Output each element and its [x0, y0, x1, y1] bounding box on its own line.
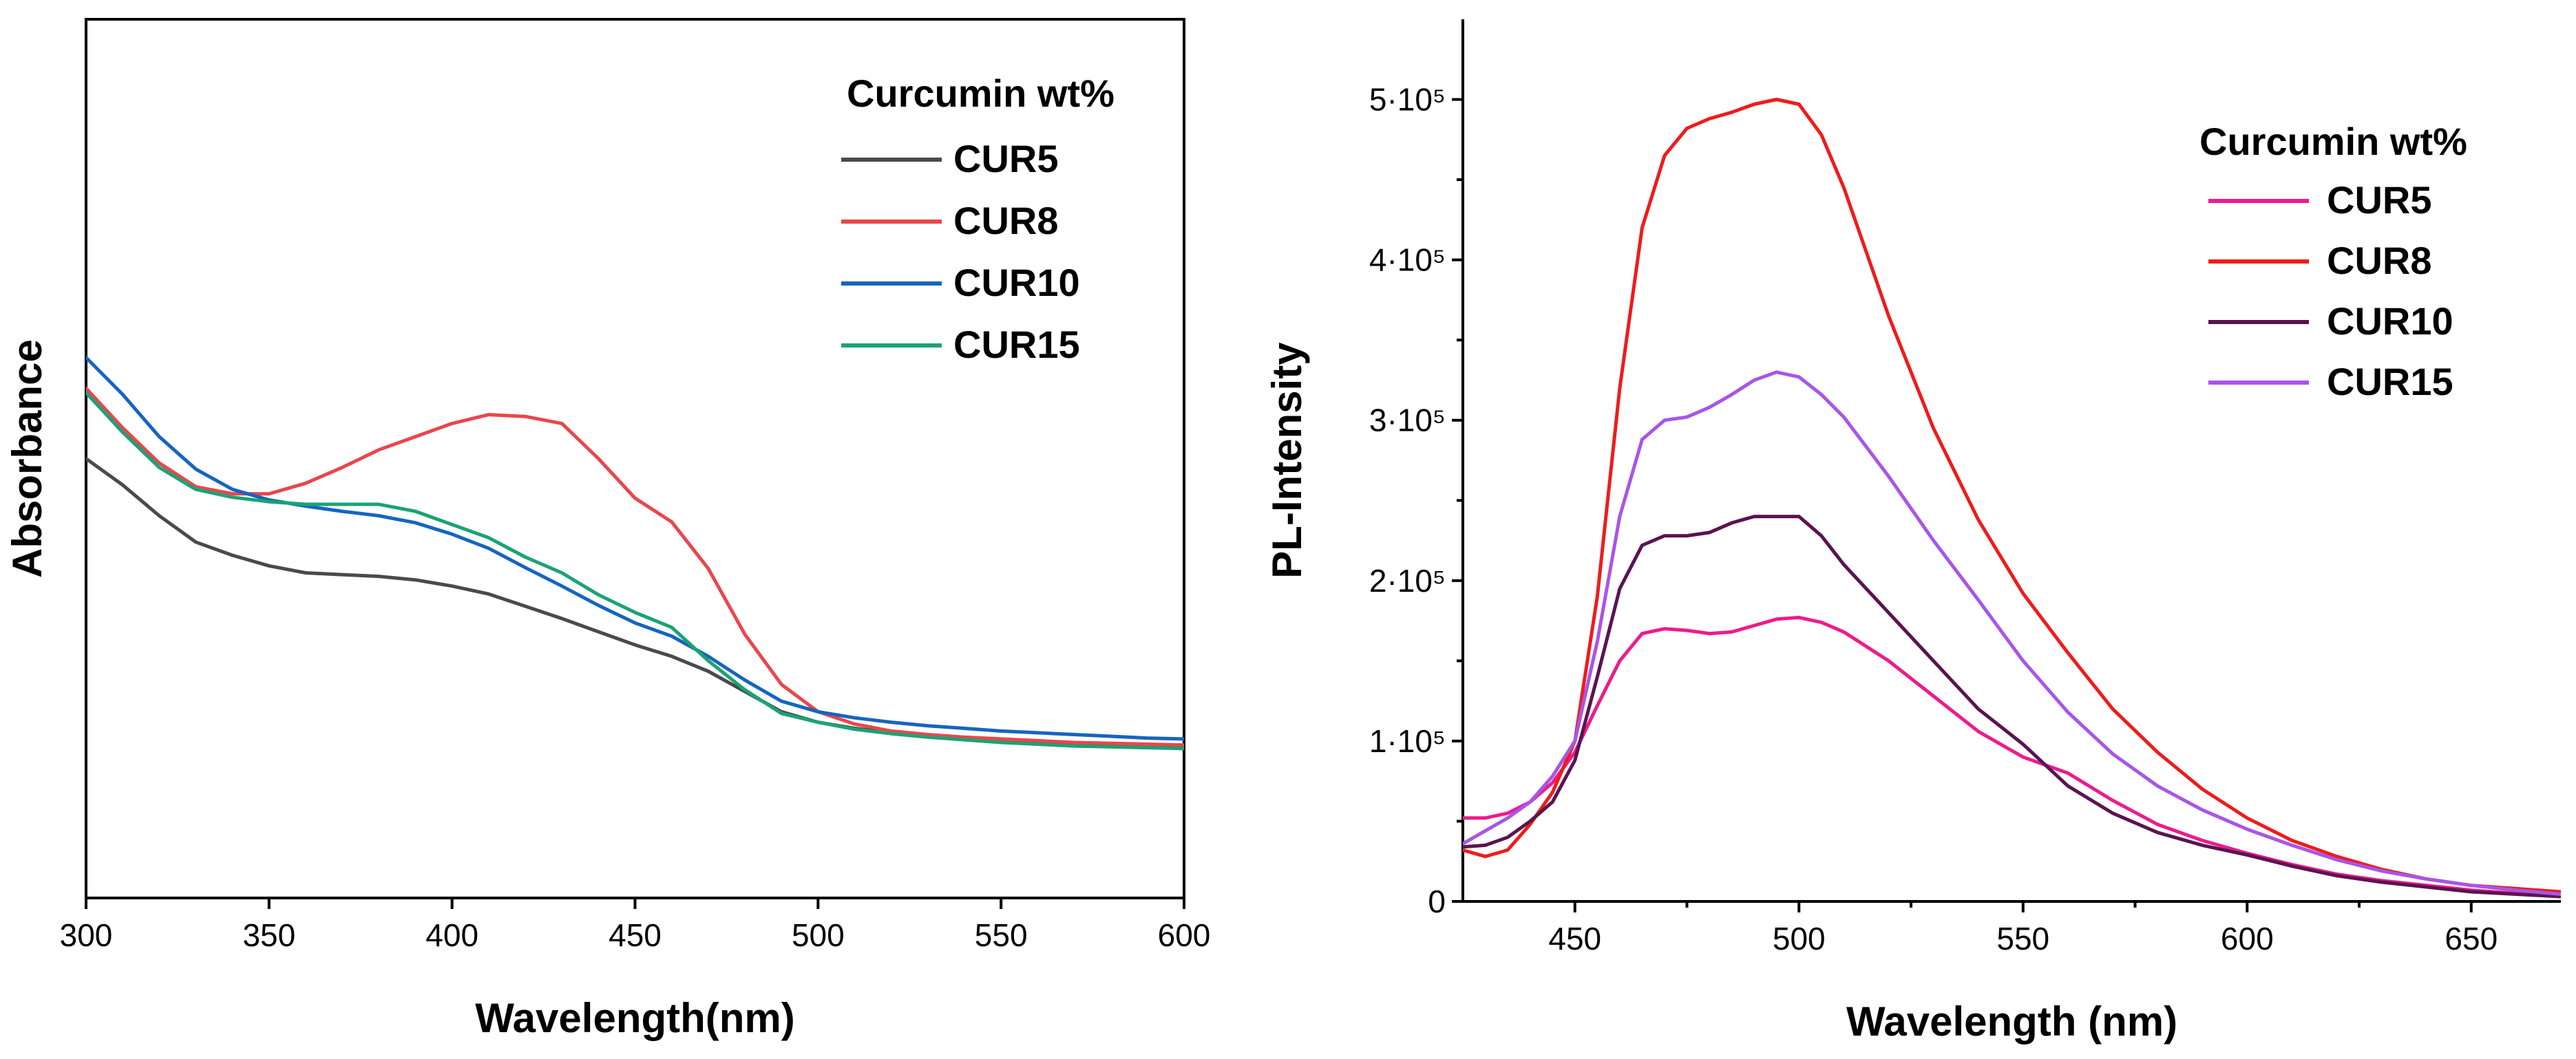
legend-label-cur10: CUR10 — [953, 261, 1080, 304]
legend-label-cur15: CUR15 — [2327, 360, 2453, 403]
series-line-cur5 — [86, 457, 1184, 750]
x-tick-label: 550 — [1996, 921, 2049, 956]
legend-label-cur8: CUR8 — [2327, 239, 2431, 282]
x-tick-label: 550 — [975, 917, 1028, 953]
y-tick-label: 3·10⁵ — [1369, 403, 1446, 438]
y-tick-label: 0 — [1428, 884, 1446, 919]
pl-intensity-chart: 450 500 550 600 650 0 1·10⁵ 2·10⁵ 3·10⁵ 4·10⁵ 5·10… — [1264, 19, 2561, 1045]
x-tick-label: 500 — [792, 917, 845, 953]
series-line-cur8 — [1463, 98, 2561, 894]
x-tick-label: 300 — [60, 917, 113, 953]
series-line-cur10 — [86, 356, 1184, 741]
legend-label-cur10: CUR10 — [2327, 299, 2453, 343]
x-axis-title: Wavelength(nm) — [475, 995, 794, 1041]
legend-label-cur8: CUR8 — [953, 199, 1058, 242]
x-tick-label: 650 — [2445, 921, 2498, 956]
series-line-cur5 — [1463, 615, 2561, 898]
y-axis-title: Absorbance — [4, 339, 50, 578]
y-tick-label: 2·10⁵ — [1369, 563, 1446, 599]
x-tick-label: 600 — [1158, 917, 1211, 953]
x-tick-label: 400 — [425, 917, 478, 953]
legend: Curcumin wt% CUR5 CUR8 CUR10 CUR15 — [841, 72, 1115, 366]
x-tick-label: 450 — [1548, 921, 1601, 956]
series-line-cur15 — [1463, 370, 2561, 896]
legend-title: Curcumin wt% — [847, 72, 1115, 115]
x-tick-label: 450 — [609, 917, 662, 953]
x-tick-label: 350 — [242, 917, 295, 953]
absorbance-chart: 300 350 400 450 500 550 600 Wavelength(nm) Absor… — [4, 18, 1211, 1041]
legend: Curcumin wt% CUR5 CUR8 CUR10 CUR15 — [2199, 120, 2467, 403]
series-line-cur10 — [1463, 515, 2561, 899]
x-tick-label: 500 — [1773, 921, 1826, 956]
y-tick-label: 4·10⁵ — [1369, 242, 1446, 278]
y-axis-title: PL-Intensity — [1264, 342, 1310, 579]
series-line-cur8 — [86, 386, 1184, 747]
legend-label-cur15: CUR15 — [953, 323, 1080, 366]
legend-title: Curcumin wt% — [2199, 120, 2467, 163]
legend-label-cur5: CUR5 — [953, 137, 1058, 180]
series-line-cur15 — [86, 391, 1184, 751]
series-group — [86, 356, 1184, 751]
x-tick-label: 600 — [2221, 921, 2274, 956]
series-group — [1463, 98, 2561, 899]
legend-label-cur5: CUR5 — [2327, 178, 2431, 222]
y-tick-label: 5·10⁵ — [1369, 82, 1446, 118]
y-tick-label: 1·10⁵ — [1369, 723, 1446, 759]
x-axis-title: Wavelength (nm) — [1846, 998, 2177, 1045]
